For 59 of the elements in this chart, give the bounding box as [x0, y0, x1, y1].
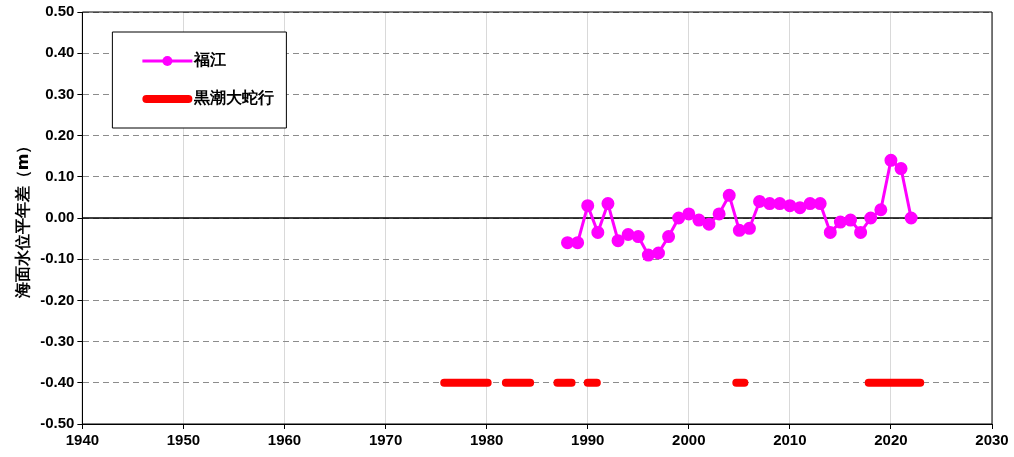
x-tick-label: 2020	[874, 431, 908, 449]
y-axis-title: 海面水位平年差（m）	[12, 137, 32, 300]
point	[884, 153, 898, 167]
point	[561, 236, 575, 250]
point	[854, 225, 868, 239]
point	[692, 213, 706, 227]
legend-label: 福江	[193, 51, 227, 69]
point	[611, 234, 625, 248]
point	[581, 199, 595, 213]
point	[591, 225, 605, 239]
point	[732, 223, 746, 237]
point	[894, 162, 908, 176]
x-tick-label: 1950	[166, 431, 201, 449]
point	[601, 197, 615, 211]
point	[783, 199, 797, 213]
x-tick-label: 2010	[773, 431, 807, 449]
point	[844, 213, 858, 227]
point	[641, 248, 655, 262]
y-tick-label: 0.00	[45, 208, 75, 226]
y-tick-label: 0.20	[45, 125, 75, 143]
point	[571, 236, 585, 250]
point	[803, 197, 817, 211]
y-tick-label: 0.30	[45, 84, 75, 102]
point	[621, 227, 635, 241]
point	[773, 197, 787, 211]
x-tick-label: 1990	[571, 431, 605, 449]
y-tick-label: -0.50	[40, 414, 75, 432]
point	[874, 203, 888, 217]
y-tick-label: -0.40	[40, 372, 75, 390]
y-tick-label: 0.40	[45, 43, 75, 61]
point	[763, 197, 777, 211]
y-tick-label: -0.30	[40, 331, 75, 349]
point	[651, 246, 665, 260]
point	[631, 230, 645, 244]
point	[702, 217, 716, 231]
point	[722, 188, 736, 202]
x-tick-label: 1960	[267, 431, 302, 449]
point	[753, 195, 767, 209]
point	[662, 230, 676, 244]
y-tick-label: -0.10	[40, 249, 75, 267]
point	[904, 211, 918, 225]
y-tick-label: -0.20	[40, 290, 75, 308]
y-tick-label: 0.10	[45, 166, 75, 184]
x-tick-label: 2030	[975, 431, 1009, 449]
point	[682, 207, 696, 221]
point	[813, 197, 827, 211]
x-tick-label: 2000	[672, 431, 706, 449]
legend-label: 黒潮大蛇行	[193, 89, 275, 107]
point	[712, 207, 726, 221]
y-tick-label: 0.50	[45, 2, 75, 20]
point	[742, 221, 756, 235]
x-tick-label: 1940	[65, 431, 100, 449]
point	[823, 225, 837, 239]
point	[793, 201, 807, 215]
point	[672, 211, 686, 225]
x-tick-label: 1980	[469, 431, 504, 449]
point	[864, 211, 878, 225]
point	[833, 215, 847, 229]
x-tick-label: 1970	[368, 431, 403, 449]
